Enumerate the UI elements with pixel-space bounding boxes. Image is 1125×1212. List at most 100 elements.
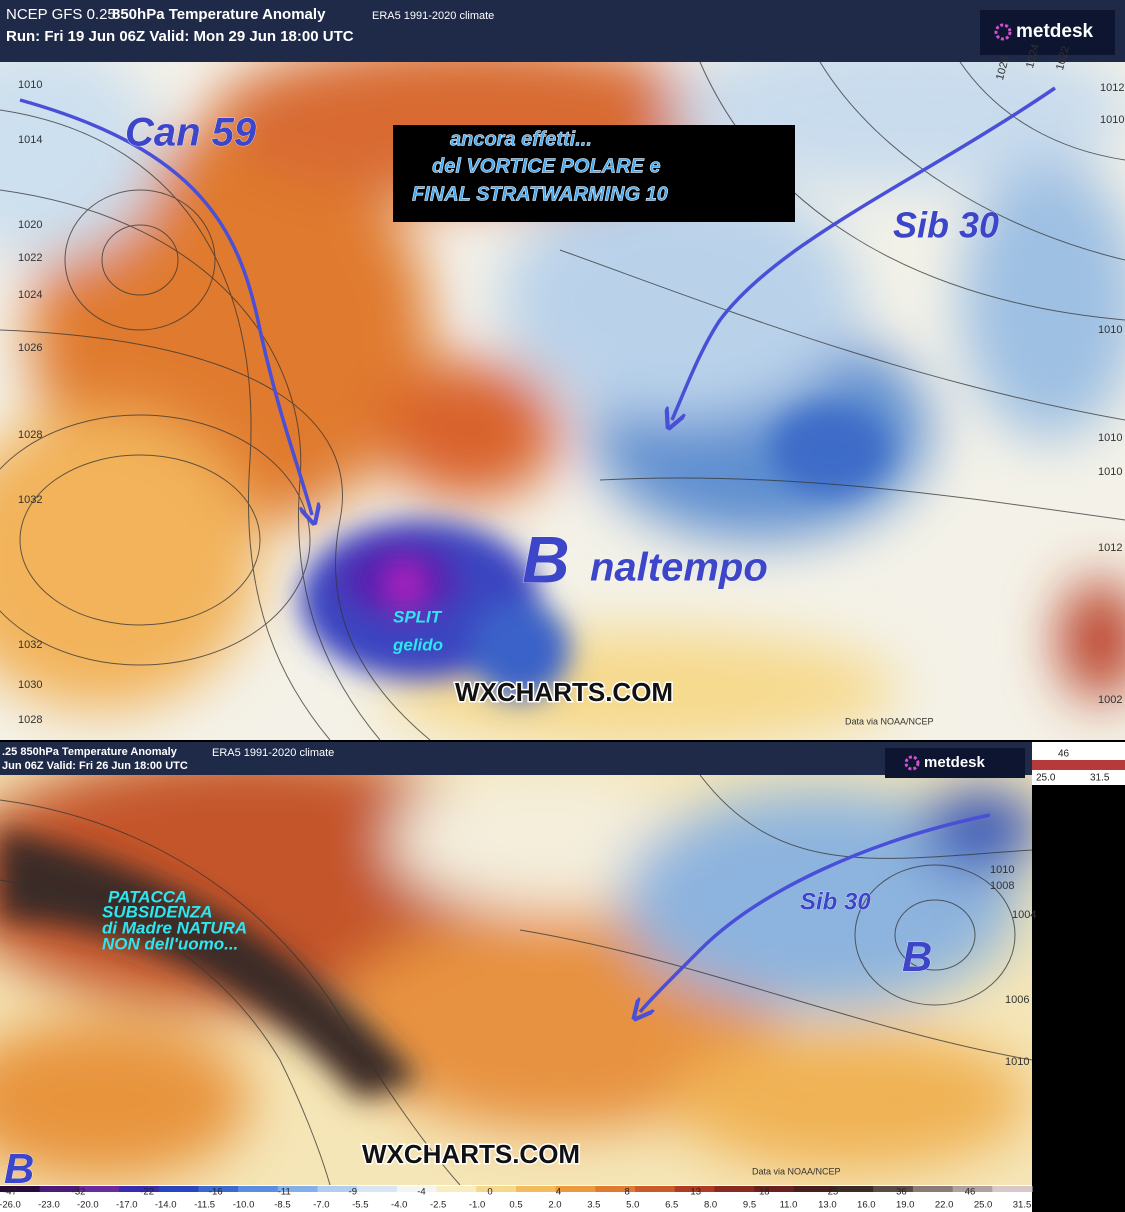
colorbar-swatch	[635, 1186, 676, 1192]
annotation: gelido	[392, 635, 443, 654]
watermark: WXCHARTS.COM	[455, 677, 673, 707]
colorbar-label: 3.5	[587, 1200, 600, 1211]
colorbar-label: -8.5	[274, 1200, 290, 1211]
colorbar-label: -10.0	[233, 1200, 255, 1211]
isobar-label: 1010	[1098, 324, 1122, 336]
colorbar-swatch	[476, 1186, 517, 1192]
field: 850hPa Temperature Anomaly	[112, 6, 326, 23]
colorbar-label: -47	[3, 1187, 17, 1198]
isobar-label: 1014	[18, 134, 42, 146]
arrow-can	[19, 98, 312, 515]
colorbar-swatch	[436, 1186, 477, 1192]
brand: metdesk	[924, 754, 986, 771]
colorbar-label: -32	[72, 1187, 86, 1198]
isobar-label: 1032	[18, 494, 42, 506]
isobar-label: 1030	[18, 679, 42, 691]
colorbar-label: 25.0	[974, 1200, 993, 1211]
colorbar-swatch	[357, 1186, 398, 1192]
colorbar-label: -26.0	[0, 1200, 21, 1211]
annotation: Can 59	[125, 111, 257, 155]
colorbar-label: 8.0	[704, 1200, 717, 1211]
colorbar-label: 13	[690, 1187, 701, 1198]
colorbar-label: 22.0	[935, 1200, 954, 1211]
run-info: Jun 06Z Valid: Fri 26 Jun 18:00 UTC	[2, 760, 188, 772]
logo-icon	[904, 755, 920, 771]
colorbar-swatch	[39, 1186, 80, 1192]
colorbar-swatch	[595, 1186, 636, 1192]
isobar-label: 1012	[1100, 82, 1124, 94]
bottom-header-bar	[0, 742, 1032, 775]
annotation: FINAL STRATWARMING 10	[412, 183, 668, 205]
text-box	[393, 125, 795, 222]
isobar-label: 1010	[1098, 466, 1122, 478]
annotation: B	[902, 933, 932, 980]
colorbar-swatch	[158, 1186, 199, 1192]
colorbar-label: 18	[759, 1187, 770, 1198]
colorbar-label: 9.5	[743, 1200, 756, 1211]
colorbar-swatch	[238, 1186, 279, 1192]
colorbar-label: 16.0	[857, 1200, 876, 1211]
arrow-sib	[640, 813, 991, 1012]
colorbar-swatch	[0, 1186, 41, 1192]
colorbar-label: -4.0	[391, 1200, 407, 1211]
colorbar-label: -9	[349, 1187, 357, 1198]
colorbar-label: 8	[624, 1187, 629, 1198]
annotation: PATACCA	[108, 887, 187, 906]
colorbar-swatch	[396, 1186, 438, 1192]
bottom-map	[0, 775, 1032, 1185]
colorbar-label: 0.5	[509, 1200, 522, 1211]
isobar-label: 1022	[18, 252, 42, 264]
colorbar-swatch	[793, 1186, 835, 1192]
isobar-label: 1026	[18, 342, 42, 354]
colorbar-label: 36	[896, 1187, 907, 1198]
colorbar-label: -20.0	[77, 1200, 99, 1211]
colorbar-label: -2.5	[430, 1200, 446, 1211]
annotation: ancora effetti...	[450, 128, 592, 150]
colorbar-label: -14.0	[155, 1200, 177, 1211]
top-header-bar	[0, 0, 1125, 62]
annotation: NON dell'uomo...	[102, 934, 238, 953]
isobar-label: 1020	[18, 219, 42, 231]
colorbar-swatch	[952, 1186, 993, 1192]
colorbar-swatch	[833, 1186, 874, 1192]
isobar-label: 1010	[1100, 114, 1124, 126]
climate: ERA5 1991-2020 climate	[372, 10, 494, 22]
colorbar-label: 31.5	[1013, 1200, 1032, 1211]
colorbar: -26.0 -23.0 -20.0 -17.0 -14.0 -11.5 -10.0 -8.5 -…	[0, 1185, 1033, 1212]
isobar-label: 1032	[18, 639, 42, 651]
colorbar-label: -17.0	[116, 1200, 138, 1211]
colorbar-swatch	[317, 1186, 358, 1192]
annotation: Sib 30	[800, 888, 871, 915]
credit: Data via NOAA/NCEP	[845, 716, 934, 726]
watermark: WXCHARTS.COM	[362, 1139, 580, 1169]
annotation: naltempo	[590, 546, 768, 590]
colorbar-label: -1.0	[469, 1200, 485, 1211]
colorbar-swatch	[912, 1186, 954, 1192]
colorbar-label: -4	[417, 1187, 425, 1198]
isobar-label: 1028	[18, 714, 42, 726]
isobar-label: 1024	[18, 289, 42, 301]
credit: Data via NOAA/NCEP	[752, 1166, 841, 1176]
logo-icon	[994, 23, 1012, 41]
colorbar-label: -7.0	[313, 1200, 329, 1211]
colorbar-swatch	[714, 1186, 755, 1192]
annotation: Sib 30	[893, 205, 999, 246]
isobar-label: 1012	[1098, 542, 1122, 554]
colorbar-swatch	[992, 1186, 1033, 1192]
colorbar-swatch	[79, 1186, 120, 1192]
isobar-label: 1010	[1098, 432, 1122, 444]
isobar-label: 1004	[1012, 909, 1036, 921]
colorbar-label: 11.0	[780, 1200, 798, 1211]
annotation: B	[522, 522, 570, 596]
side-scale-swatch	[1032, 760, 1125, 770]
colorbar-label: -23.0	[38, 1200, 60, 1211]
colorbar-swatch	[873, 1186, 914, 1192]
colorbar-swatch	[555, 1186, 596, 1192]
model: NCEP GFS 0.25	[6, 6, 116, 23]
colorbar-label: -16	[209, 1187, 223, 1198]
isobar-label: 1008	[990, 880, 1014, 892]
colorbar-label: 19.0	[896, 1200, 915, 1211]
isobar-label: 1010	[1005, 1056, 1029, 1068]
colorbar-swatch	[754, 1186, 795, 1192]
run-info: Run: Fri 19 Jun 06Z Valid: Mon 29 Jun 18…	[6, 28, 354, 45]
